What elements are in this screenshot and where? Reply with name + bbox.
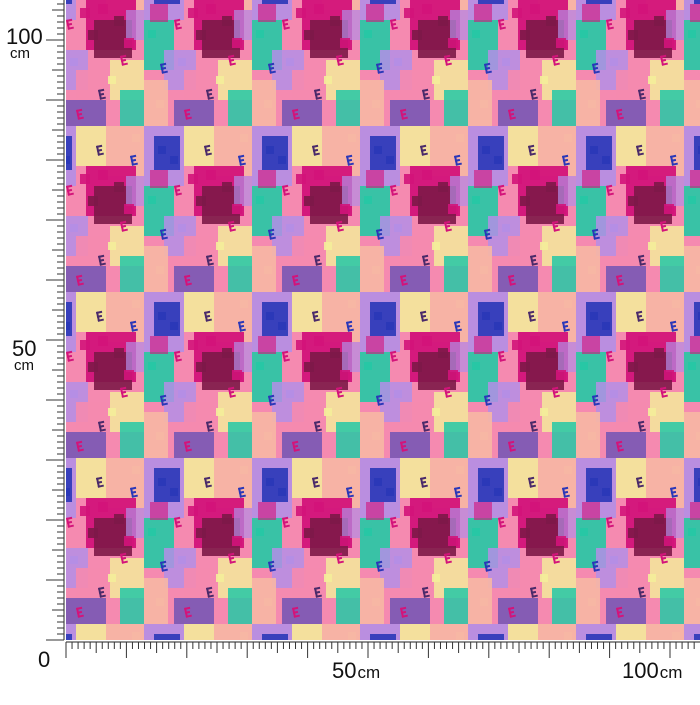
fabric-swatch <box>66 0 700 640</box>
vertical-ruler <box>46 0 65 641</box>
y-label-100-unit: cm <box>10 45 30 62</box>
x-label-50: 50cm <box>332 660 380 682</box>
y-label-50-unit: cm <box>14 357 34 374</box>
y-label-100-value: 100 <box>6 24 43 49</box>
x-label-50-value: 50 <box>332 658 357 683</box>
x-label-50-unit: cm <box>357 663 381 682</box>
x-label-100: 100cm <box>622 660 682 682</box>
y-label-50-value: 50 <box>12 336 37 361</box>
x-label-100-value: 100 <box>622 658 659 683</box>
x-label-100-unit: cm <box>659 663 683 682</box>
y-label-0-value: 0 <box>38 647 51 672</box>
horizontal-ruler <box>65 641 700 658</box>
